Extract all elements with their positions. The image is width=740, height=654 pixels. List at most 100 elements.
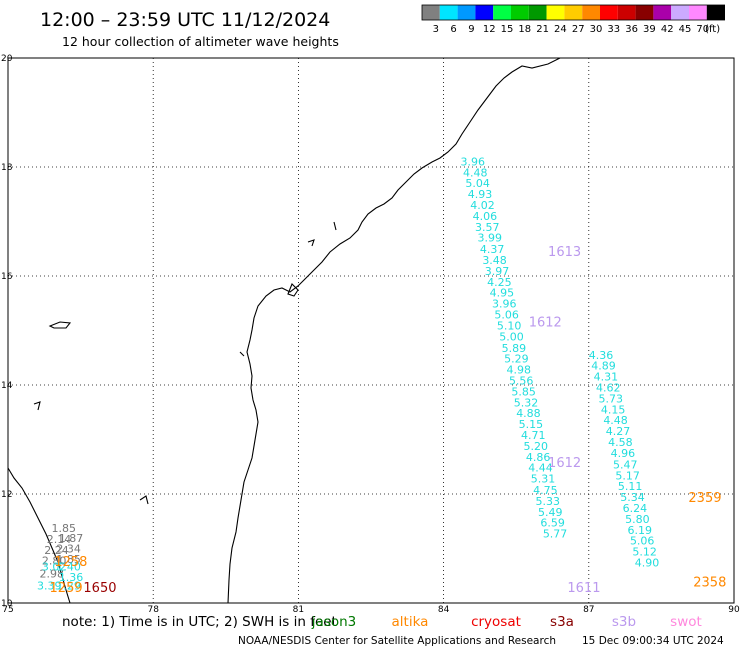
latitude-tick-label: 12: [1, 490, 12, 500]
color-scale-tick-label: 24: [554, 24, 567, 35]
color-scale-swatch: [617, 5, 636, 20]
color-scale-tick-label: 30: [590, 24, 603, 35]
color-scale-swatch: [493, 5, 511, 20]
wave-height-label: 4.31: [594, 371, 619, 384]
satellite-legend-item: s3a: [550, 614, 574, 630]
pass-time-label: 1612: [529, 316, 562, 331]
color-scale-swatch: [511, 5, 529, 20]
small-island-f: [239, 351, 245, 357]
wave-height-label: 5.29: [504, 353, 528, 366]
wave-height-label: 5.04: [465, 177, 490, 190]
wave-height-label: 5.11: [618, 480, 643, 493]
wave-height-label: 2.98: [39, 567, 64, 580]
color-scale-legend: 3 6 9 12 15 18 21 24 27 30 33 36 39 42 45 70(ft): [421, 4, 726, 35]
wave-height-label: 4.75: [533, 484, 558, 497]
wave-height-label: 1.85: [56, 553, 81, 566]
color-scale-swatch: [439, 5, 458, 20]
track-west-track-cyan: 3.021.401.363.391.29: [37, 560, 83, 592]
small-island-e: [33, 401, 41, 411]
wave-height-label: 4.25: [487, 276, 512, 289]
wave-height-label: 3.57: [475, 221, 500, 234]
color-scale-swatch: [422, 5, 440, 20]
latitude-tick-label: 14: [1, 381, 13, 391]
wave-height-label: 4.88: [516, 407, 541, 420]
pass-time-label: 1650: [83, 581, 116, 596]
wave-height-label: 1.36: [59, 571, 84, 584]
map-frame: [7, 57, 735, 604]
wave-height-label: 4.96: [611, 447, 636, 460]
pass-time-label: 1612: [548, 456, 581, 471]
color-scale-swatch: [457, 5, 476, 20]
satellite-legend: jason3 altika cryosat s3a s3b swot: [311, 614, 702, 630]
wave-height-label: 4.90: [635, 556, 660, 569]
small-island-d: [139, 495, 149, 505]
wave-height-label: 5.20: [523, 440, 548, 453]
longitude-tick-label: 87: [583, 605, 594, 615]
wave-height-label: 5.17: [615, 469, 640, 482]
wave-height-label: 3.96: [492, 298, 517, 311]
wave-height-label: 3.02: [42, 560, 67, 573]
satellite-legend-item: altika: [392, 614, 429, 630]
wave-height-label: 5.34: [620, 491, 645, 504]
small-island-b: [333, 221, 337, 231]
wave-height-label: 3.48: [482, 254, 507, 267]
wave-height-label: 2.34: [56, 542, 81, 555]
wave-height-label: 5.89: [502, 342, 527, 355]
wave-height-label: 6.59: [540, 517, 565, 530]
wave-height-label: 4.44: [528, 462, 553, 475]
color-scale-tick-label: 70: [696, 24, 709, 35]
wave-height-label: 4.37: [480, 243, 505, 256]
color-scale-swatch: [600, 5, 618, 20]
wave-height-label: 4.02: [470, 199, 495, 212]
longitude-tick-label: 75: [2, 605, 13, 615]
color-scale-swatch: [528, 5, 547, 20]
wave-height-label: 4.48: [463, 166, 488, 179]
coastline: [7, 57, 561, 604]
footer-note-text: note: 1) Time is in UTC; 2) SWH is in fe…: [62, 614, 337, 630]
latitude-tick-label: 16: [1, 272, 13, 282]
latitude-tick-label: 18: [1, 163, 13, 173]
wave-height-label: 4.48: [603, 414, 628, 427]
wave-height-label: 3.97: [485, 265, 510, 278]
pass-time-label: 1259: [50, 581, 83, 596]
wave-height-label: 5.10: [497, 319, 521, 332]
wave-height-label: 4.89: [591, 360, 616, 373]
page-subtitle: 12 hour collection of altimeter wave hei…: [62, 34, 339, 49]
wave-height-label: 1.87: [59, 532, 84, 545]
credit-text: NOAA/NESDIS Center for Satellite Applica…: [238, 635, 556, 647]
color-scale-tick-label: 18: [518, 24, 531, 35]
color-scale-tick-label: 21: [536, 24, 549, 35]
wave-height-label: 5.33: [536, 495, 561, 508]
page-title: 12:00 – 23:59 UTC 11/12/2024: [40, 9, 330, 31]
wave-height-label: 2.14: [47, 533, 72, 546]
wave-height-label: 4.36: [589, 349, 614, 362]
wave-height-label: 1.29: [56, 579, 81, 592]
wave-height-label: 4.62: [596, 382, 621, 395]
color-scale-swatch: [671, 5, 689, 20]
track-east-track-a: 3.964.485.044.934.024.063.573.994.373.48…: [461, 155, 568, 540]
pass-time-labels: 1613 1612 1612 1611 2359 2358 1258 1259 1650: [50, 245, 727, 596]
track-west-track-grey: 1.851.872.142.342.241.852.802.98: [39, 522, 83, 580]
wave-height-label: 4.93: [468, 188, 493, 201]
color-scale-border: [421, 4, 726, 21]
color-scale-tick-label: 6: [450, 24, 456, 35]
latitude-tick-label: 10: [1, 599, 13, 609]
color-scale-swatch: [653, 5, 672, 20]
color-scale-tick-label: 36: [625, 24, 638, 35]
pass-time-label: 1611: [567, 581, 600, 596]
satellite-legend-item: swot: [670, 614, 702, 630]
wave-height-label: 1.85: [52, 522, 76, 535]
wave-height-label: 5.77: [543, 528, 568, 541]
wave-height-label: 3.96: [461, 155, 486, 168]
color-scale-swatch: [635, 5, 654, 20]
generated-timestamp: 15 Dec 09:00:34 UTC 2024: [582, 635, 724, 647]
track-east-track-b: 4.364.894.314.625.734.154.484.274.584.96…: [589, 349, 659, 570]
pass-time-label: 2358: [693, 576, 726, 591]
wave-height-label: 5.32: [514, 396, 539, 409]
small-island-a: [48, 321, 72, 329]
small-island-c: [307, 239, 315, 247]
pass-time-label: 1613: [548, 245, 581, 260]
longitude-tick-label: 84: [438, 605, 450, 615]
wave-height-label: 4.58: [608, 436, 633, 449]
